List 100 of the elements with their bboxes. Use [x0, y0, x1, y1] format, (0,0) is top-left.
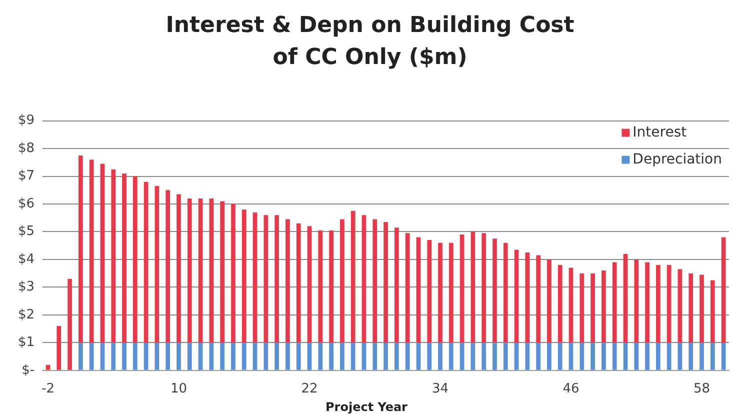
bar — [482, 342, 486, 370]
bar — [405, 233, 410, 343]
y-tick-label: $- — [22, 362, 35, 378]
y-tick-label: $6 — [18, 196, 35, 212]
bar — [602, 342, 606, 370]
bar — [329, 230, 334, 343]
bar — [460, 342, 464, 370]
bar — [678, 342, 682, 370]
bar — [438, 242, 442, 343]
bar — [568, 342, 574, 370]
bar — [666, 342, 672, 370]
bar — [198, 198, 203, 343]
bar — [503, 342, 508, 370]
y-tick-label: $8 — [18, 140, 35, 156]
bar — [700, 342, 704, 370]
bar — [525, 252, 530, 343]
bar — [154, 342, 160, 370]
bar — [547, 342, 552, 370]
bar — [427, 342, 432, 370]
y-tick-label: $2 — [18, 307, 35, 322]
bar — [372, 219, 378, 343]
bar — [286, 219, 290, 343]
bar — [111, 169, 116, 343]
bar — [710, 342, 715, 370]
bar — [198, 342, 203, 370]
bar — [470, 232, 476, 343]
bar — [492, 238, 497, 343]
bar — [394, 342, 399, 370]
bar — [187, 198, 192, 343]
bar — [307, 226, 312, 343]
bar — [448, 242, 454, 343]
x-tick-label: 58 — [693, 382, 710, 397]
bar — [558, 342, 562, 370]
x-tick-label: 22 — [301, 382, 318, 397]
bar — [166, 190, 170, 343]
bar — [580, 273, 584, 343]
bar — [274, 342, 279, 370]
bar — [547, 259, 552, 343]
y-tick-label: $9 — [18, 113, 35, 128]
x-tick-label: -2 — [42, 382, 54, 397]
bar — [187, 342, 192, 370]
bar — [220, 342, 225, 370]
bar — [166, 342, 170, 370]
bar — [634, 342, 639, 370]
bar — [242, 210, 246, 343]
x-tick-label: 46 — [562, 382, 580, 397]
bar — [350, 210, 356, 343]
bar — [384, 342, 388, 370]
bar — [362, 342, 366, 370]
bar — [209, 342, 214, 370]
bar — [78, 155, 83, 343]
bar — [242, 342, 246, 370]
bar — [612, 342, 617, 370]
bar — [318, 230, 323, 343]
bar — [68, 278, 72, 370]
bar — [220, 201, 225, 343]
bar — [678, 269, 682, 343]
bar — [296, 342, 301, 370]
bar — [264, 342, 268, 370]
bar — [536, 255, 540, 343]
bar — [688, 273, 694, 343]
bar — [274, 215, 279, 343]
bar — [329, 342, 334, 370]
bar — [122, 342, 126, 370]
x-tick-label: 10 — [170, 382, 188, 397]
y-tick-label: $4 — [18, 252, 35, 267]
bar — [503, 242, 508, 343]
bar — [438, 342, 442, 370]
bar — [231, 204, 236, 343]
bar — [252, 342, 258, 370]
bar — [656, 265, 660, 343]
bar — [252, 212, 258, 343]
bar — [100, 164, 105, 343]
bar — [89, 160, 94, 343]
bar — [231, 342, 236, 370]
bar — [666, 265, 672, 343]
bar — [514, 342, 519, 370]
legend-label: Depreciation — [632, 151, 722, 168]
bar — [264, 215, 268, 343]
bar — [460, 234, 464, 343]
bar — [372, 342, 378, 370]
bar — [56, 326, 62, 370]
bar — [416, 342, 421, 370]
bar — [78, 342, 83, 370]
bar — [100, 342, 105, 370]
bar — [144, 342, 148, 370]
y-tick-label: $1 — [18, 335, 35, 350]
bar — [525, 342, 530, 370]
bar — [721, 342, 726, 370]
bar — [286, 342, 290, 370]
bar — [318, 342, 323, 370]
bar — [710, 280, 715, 343]
bar — [568, 268, 574, 343]
bar — [296, 223, 301, 343]
bar — [394, 228, 399, 343]
bar — [405, 342, 410, 370]
bar — [144, 182, 148, 343]
bar — [623, 342, 628, 370]
bar — [514, 250, 519, 343]
bar — [656, 342, 660, 370]
